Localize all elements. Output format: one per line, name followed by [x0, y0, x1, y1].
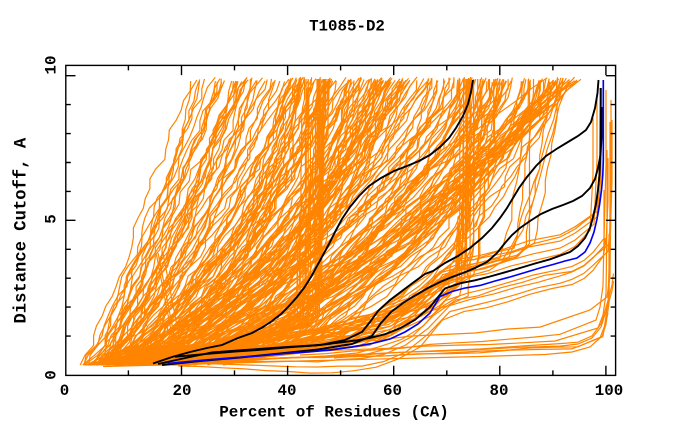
svg-text:0: 0: [60, 382, 69, 400]
svg-text:60: 60: [383, 382, 402, 400]
svg-text:20: 20: [173, 382, 192, 400]
svg-text:10: 10: [43, 56, 61, 75]
svg-text:5: 5: [43, 214, 61, 223]
svg-text:T1085-D2: T1085-D2: [309, 18, 385, 36]
svg-text:Percent of Residues (CA): Percent of Residues (CA): [219, 403, 449, 421]
svg-text:100: 100: [595, 382, 623, 400]
svg-text:80: 80: [490, 382, 509, 400]
svg-text:Distance Cutoff, A: Distance Cutoff, A: [12, 137, 31, 323]
svg-text:40: 40: [278, 382, 297, 400]
svg-text:0: 0: [43, 370, 61, 379]
